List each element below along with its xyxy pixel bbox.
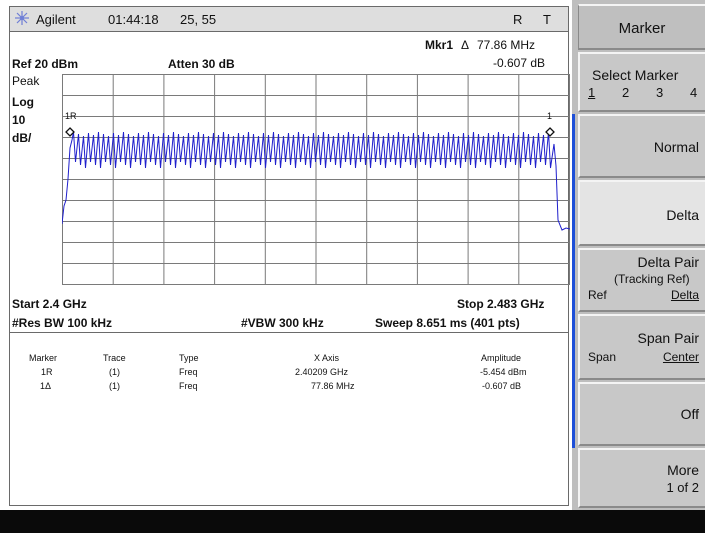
menu-title: Marker: [578, 4, 705, 50]
marker-readout-label: Mkr1: [425, 38, 453, 52]
mode-indicator-r: R: [513, 12, 522, 27]
delta-pair-ref: Ref: [588, 288, 607, 302]
scale-type: Log: [12, 95, 34, 109]
delta-pair-sub: (Tracking Ref): [614, 272, 690, 286]
table-cell: -5.454 dBm: [480, 367, 527, 377]
column-header: Amplitude: [481, 353, 521, 363]
select-option[interactable]: 3: [656, 85, 663, 100]
ref-level: Ref 20 dBm: [12, 57, 78, 71]
column-header: Marker: [29, 353, 57, 363]
table-cell: -0.607 dB: [482, 381, 521, 391]
more-label: More: [667, 462, 699, 478]
marker-diamond-icon: [545, 124, 555, 134]
sweep-time: Sweep 8.651 ms (401 pts): [375, 316, 520, 330]
delta-pair-softkey[interactable]: Delta Pair (Tracking Ref) Ref Delta: [578, 248, 705, 312]
normal-softkey[interactable]: Normal: [578, 114, 705, 178]
span-pair-label: Span Pair: [638, 330, 699, 346]
span-pair-span: Span: [588, 350, 616, 364]
softkey-accent-bar: [572, 114, 575, 448]
marker-1r-label: 1R: [65, 111, 77, 121]
softkey-panel: Marker Select Marker 1 2 3 4 Normal Delt…: [572, 0, 705, 510]
table-row: 1Δ (1) Freq 77.86 MHz -0.607 dB: [0, 381, 570, 393]
select-marker-softkey[interactable]: Select Marker 1 2 3 4: [578, 52, 705, 112]
select-marker-label: Select Marker: [592, 67, 678, 83]
select-option[interactable]: 1: [588, 85, 595, 100]
attenuation: Atten 30 dB: [168, 57, 235, 71]
marker-readout-amplitude: -0.607 dB: [493, 56, 545, 70]
more-page: 1 of 2: [666, 480, 699, 495]
menu-title-label: Marker: [579, 20, 705, 37]
more-softkey[interactable]: More 1 of 2: [578, 448, 705, 508]
span-pair-center: Center: [663, 350, 699, 364]
select-option[interactable]: 2: [622, 85, 629, 100]
span-pair-softkey[interactable]: Span Pair Span Center: [578, 314, 705, 380]
column-header: X Axis: [314, 353, 339, 363]
title-bar: [10, 7, 568, 32]
table-cell: 1Δ: [40, 381, 51, 391]
table-cell: (1): [109, 381, 120, 391]
column-header: Trace: [103, 353, 126, 363]
marker-1-label: 1: [547, 111, 552, 121]
table-cell: (1): [109, 367, 120, 377]
select-option[interactable]: 4: [690, 85, 697, 100]
scale-unit: dB/: [12, 131, 31, 145]
column-header: Type: [179, 353, 199, 363]
status-strip: [0, 510, 705, 533]
table-cell: Freq: [179, 381, 198, 391]
start-frequency: Start 2.4 GHz: [12, 297, 87, 311]
off-softkey[interactable]: Off: [578, 382, 705, 446]
marker-readout-freq: 77.86 MHz: [477, 38, 535, 52]
normal-label: Normal: [654, 139, 699, 155]
delta-softkey[interactable]: Delta: [578, 180, 705, 246]
stop-frequency: Stop 2.483 GHz: [457, 297, 544, 311]
scale-value: 10: [12, 113, 25, 127]
graticule-grid: [62, 74, 570, 285]
vbw: #VBW 300 kHz: [241, 316, 324, 330]
brand-label: Agilent: [36, 12, 76, 27]
detector-label: Peak: [12, 74, 39, 88]
table-cell: 77.86 MHz: [311, 381, 355, 391]
table-row: 1R (1) Freq 2.40209 GHz -5.454 dBm: [0, 367, 570, 379]
spectrum-graticule: [62, 74, 570, 285]
mode-indicator-t: T: [543, 12, 551, 27]
agilent-spark-icon: [14, 10, 30, 26]
table-cell: 1R: [41, 367, 53, 377]
table-divider: [10, 332, 568, 333]
delta-label: Delta: [666, 207, 699, 223]
date-code: 25, 55: [180, 12, 216, 27]
delta-pair-delta: Delta: [671, 288, 699, 302]
marker-readout-delta: Δ: [461, 38, 469, 52]
res-bw: #Res BW 100 kHz: [12, 316, 112, 330]
off-label: Off: [681, 406, 699, 422]
delta-pair-label: Delta Pair: [638, 254, 699, 270]
table-cell: 2.40209 GHz: [295, 367, 348, 377]
table-cell: Freq: [179, 367, 198, 377]
marker-diamond-icon: [65, 124, 75, 134]
clock-time: 01:44:18: [108, 12, 159, 27]
